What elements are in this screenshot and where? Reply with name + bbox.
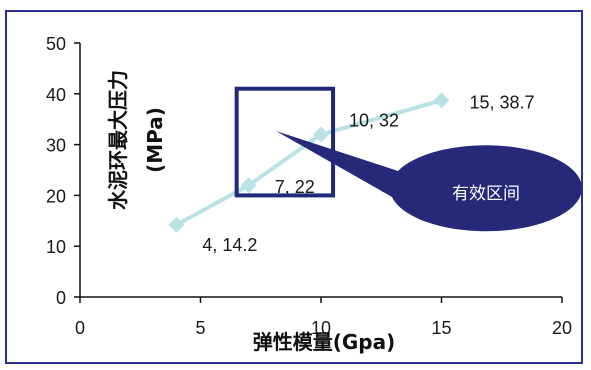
y-tick-label: 50 (46, 34, 66, 54)
data-label: 10, 32 (349, 110, 399, 130)
series-group: 4, 14.2 7, 22 10, 32 15, 38.7 (168, 92, 535, 255)
data-label: 7, 22 (275, 177, 315, 197)
x-tick-label: 20 (552, 318, 572, 338)
y-axis-title-unit: (MPa) (143, 107, 167, 173)
y-tick-label: 0 (56, 288, 66, 308)
x-axis-title: 弹性模量(Gpa) (253, 330, 396, 354)
effective-range-callout (276, 131, 582, 232)
x-tick-label: 10 (311, 318, 331, 338)
x-tick-label: 15 (431, 318, 451, 338)
data-label: 15, 38.7 (470, 92, 535, 112)
callout-label: 有效区间 (452, 184, 520, 204)
y-tick-label: 40 (46, 85, 66, 105)
y-tick-label: 10 (46, 237, 66, 257)
ticks: 0 10 20 30 40 50 0 5 10 15 20 (46, 34, 572, 338)
data-point (433, 92, 450, 109)
y-axis-title: 水泥环最大压力 (106, 70, 130, 210)
x-tick-label: 0 (75, 318, 85, 338)
y-tick-label: 30 (46, 136, 66, 156)
data-point (240, 177, 257, 194)
series-line (175, 98, 443, 227)
data-point (168, 216, 185, 233)
effective-range-box (234, 86, 336, 198)
data-label: 4, 14.2 (202, 235, 257, 255)
x-tick-label: 5 (195, 318, 205, 338)
data-point (313, 126, 329, 143)
y-tick-label: 20 (46, 186, 66, 206)
